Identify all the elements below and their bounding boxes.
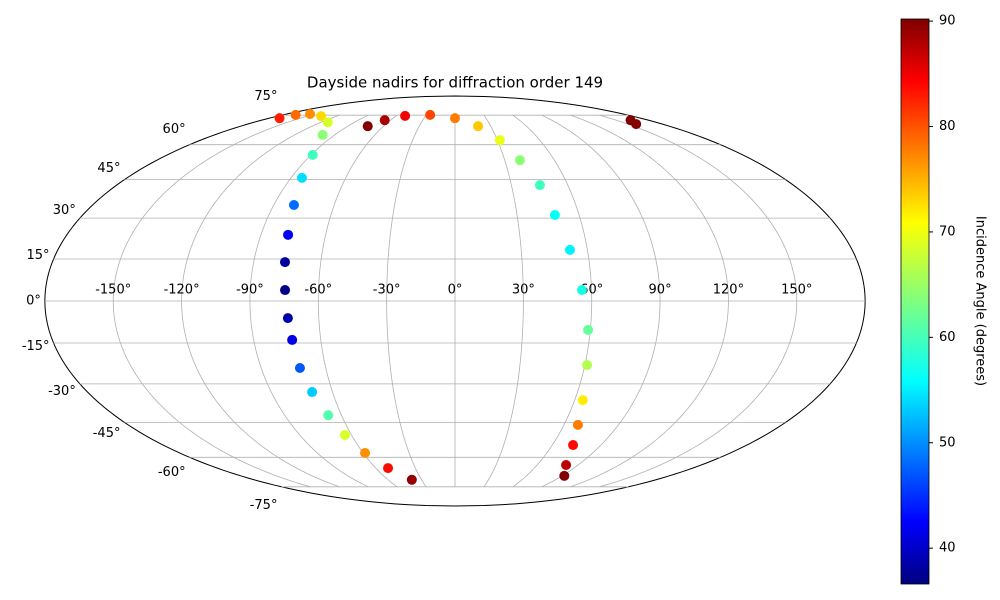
- data-point: [288, 199, 299, 210]
- grid-line: [249, 114, 369, 488]
- data-point: [283, 229, 294, 240]
- grid-line: [112, 114, 311, 488]
- grid-line: [599, 114, 798, 488]
- colorbar-tick-label: 60: [939, 330, 956, 345]
- data-point: [307, 149, 318, 160]
- y-tick-label: 15°: [27, 248, 50, 263]
- grid-line: [570, 114, 729, 488]
- data-point: [568, 440, 579, 451]
- colorbar-tick-label: 50: [939, 435, 956, 450]
- data-point: [494, 135, 505, 146]
- data-point: [280, 285, 291, 296]
- y-tick-label: -75°: [250, 498, 278, 513]
- x-tick-label: 90°: [649, 283, 672, 298]
- x-tick-label: 30°: [512, 283, 535, 298]
- grid-line: [181, 114, 340, 488]
- data-point: [559, 470, 570, 481]
- colorbar-tick-label: 80: [939, 119, 956, 134]
- map-outline: [44, 95, 866, 507]
- data-point: [450, 113, 460, 124]
- data-point: [406, 474, 417, 485]
- data-point: [564, 244, 575, 255]
- x-tick-label: -60°: [304, 283, 332, 298]
- x-tick-label: -30°: [373, 283, 401, 298]
- x-tick-label: 60°: [580, 283, 603, 298]
- data-point: [383, 463, 394, 474]
- y-tick-label: 45°: [97, 161, 120, 176]
- data-point: [400, 110, 411, 121]
- grid-line: [483, 114, 524, 488]
- data-point: [360, 447, 371, 458]
- grid-line: [386, 114, 427, 488]
- colorbar: [900, 18, 930, 585]
- data-point: [290, 109, 301, 120]
- x-tick-label: 0°: [448, 283, 463, 298]
- y-tick-label: -60°: [158, 465, 186, 480]
- colorbar-tick-label: 90: [939, 14, 956, 29]
- data-point: [287, 334, 298, 345]
- x-tick-label: -150°: [95, 283, 131, 298]
- colorbar-label: Incidence Angle (degrees): [973, 216, 988, 386]
- data-point: [473, 121, 484, 132]
- x-tick-label: -90°: [236, 283, 264, 298]
- grid-line: [541, 114, 661, 488]
- grid-line: [512, 114, 593, 488]
- y-tick-label: 0°: [26, 294, 41, 309]
- data-point: [576, 285, 587, 296]
- data-point: [572, 419, 583, 430]
- data-point: [322, 117, 333, 128]
- data-point: [316, 111, 327, 122]
- data-point: [514, 155, 525, 166]
- data-point: [307, 387, 318, 398]
- data-point: [279, 257, 290, 268]
- data-point: [425, 109, 436, 120]
- data-point: [296, 172, 307, 183]
- data-point: [294, 362, 305, 373]
- x-tick-label: -120°: [164, 283, 200, 298]
- data-point: [631, 119, 642, 130]
- y-tick-label: -30°: [48, 384, 76, 399]
- y-tick-label: 30°: [53, 203, 76, 218]
- data-point: [577, 395, 588, 406]
- data-point: [549, 209, 560, 220]
- y-tick-label: -45°: [93, 426, 121, 441]
- data-point: [561, 459, 572, 470]
- data-point: [274, 113, 285, 124]
- grid-line: [317, 114, 398, 488]
- data-point: [305, 109, 316, 120]
- data-point: [339, 430, 350, 441]
- data-point: [362, 121, 373, 132]
- y-tick-label: 75°: [254, 89, 277, 104]
- y-tick-label: -15°: [22, 339, 50, 354]
- data-point: [582, 359, 593, 370]
- y-tick-label: 60°: [163, 122, 186, 137]
- chart-title: Dayside nadirs for diffraction order 149: [307, 74, 603, 92]
- data-point: [379, 115, 390, 126]
- x-tick-label: 120°: [713, 283, 744, 298]
- colorbar-tick-label: 70: [939, 224, 956, 239]
- data-point: [534, 180, 545, 191]
- data-point: [317, 129, 328, 140]
- colorbar-tick-label: 40: [939, 541, 956, 556]
- data-point: [583, 324, 594, 335]
- data-point: [323, 410, 334, 421]
- x-tick-label: 150°: [781, 283, 812, 298]
- data-point: [282, 313, 293, 324]
